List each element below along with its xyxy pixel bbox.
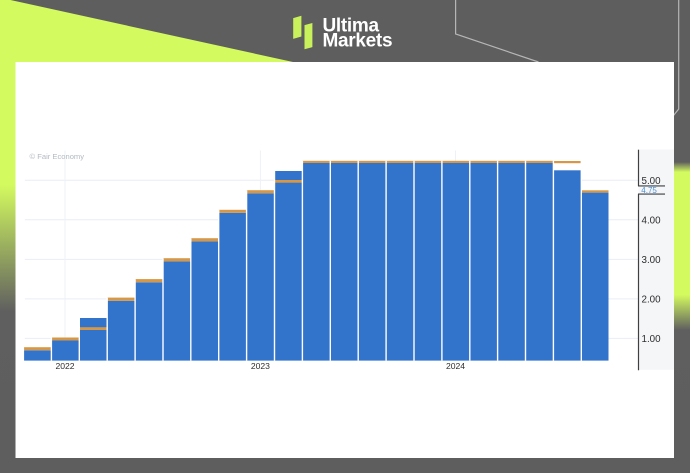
svg-text:1.00: 1.00 [642,334,662,345]
svg-text:4.75: 4.75 [641,186,657,195]
svg-text:4.00: 4.00 [642,215,662,226]
svg-text:3.00: 3.00 [642,255,662,266]
svg-text:2023: 2023 [251,361,270,371]
svg-text:Ultima: Ultima [323,15,380,36]
svg-text:Markets: Markets [323,31,393,52]
svg-text:2022: 2022 [55,361,74,371]
svg-text:5.00: 5.00 [642,176,662,187]
svg-text:2.00: 2.00 [642,294,662,305]
svg-text:2024: 2024 [446,361,465,371]
svg-text:© Fair Economy: © Fair Economy [30,152,85,161]
